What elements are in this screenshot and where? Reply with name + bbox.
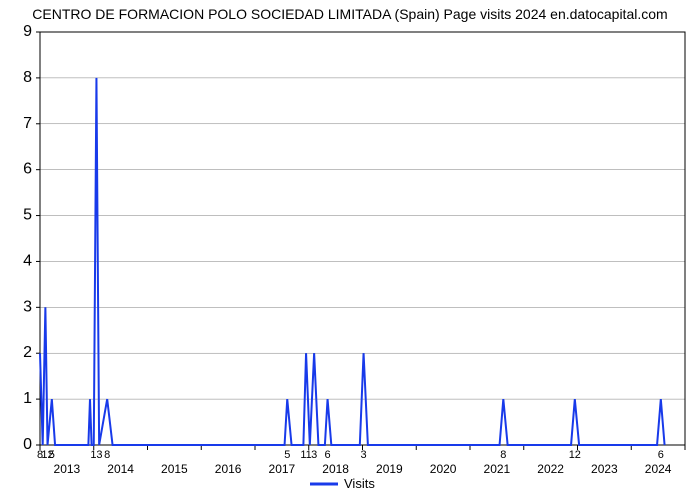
data-point-label: 8: [104, 449, 110, 461]
x-year-label: 2017: [269, 462, 296, 476]
data-point-label: 3: [361, 449, 367, 461]
y-tick-label: 7: [23, 115, 32, 132]
y-tick-label: 5: [23, 207, 32, 224]
y-tick-label: 1: [23, 390, 32, 407]
x-year-label: 2024: [645, 462, 672, 476]
data-point-label: 5: [49, 449, 55, 461]
data-point-label: 8: [500, 449, 506, 461]
data-point-label: 13: [90, 449, 102, 461]
x-year-label: 2021: [484, 462, 511, 476]
data-point-label: 6: [658, 449, 664, 461]
x-year-label: 2022: [537, 462, 564, 476]
data-point-label: 5: [284, 449, 290, 461]
data-point-label: 3: [311, 449, 317, 461]
chart-title: CENTRO DE FORMACION POLO SOCIEDAD LIMITA…: [0, 6, 700, 22]
y-tick-label: 8: [23, 69, 32, 86]
legend-label: Visits: [344, 476, 375, 491]
data-point-label: 6: [325, 449, 331, 461]
x-year-label: 2019: [376, 462, 403, 476]
x-year-label: 2016: [215, 462, 242, 476]
y-tick-label: 3: [23, 298, 32, 315]
x-year-label: 2014: [107, 462, 134, 476]
x-year-label: 2018: [322, 462, 349, 476]
x-year-label: 2013: [54, 462, 81, 476]
line-chart: 0123456789201320142015201620172018201920…: [0, 0, 700, 500]
y-tick-label: 0: [23, 436, 32, 453]
x-year-label: 2020: [430, 462, 457, 476]
chart-wrapper: CENTRO DE FORMACION POLO SOCIEDAD LIMITA…: [0, 0, 700, 500]
y-tick-label: 2: [23, 344, 32, 361]
y-tick-label: 6: [23, 161, 32, 178]
x-year-label: 2015: [161, 462, 188, 476]
y-tick-label: 4: [23, 252, 32, 269]
data-point-label: 12: [569, 449, 581, 461]
y-tick-label: 9: [23, 23, 32, 40]
x-year-label: 2023: [591, 462, 618, 476]
data-point-label: 11: [300, 449, 311, 461]
